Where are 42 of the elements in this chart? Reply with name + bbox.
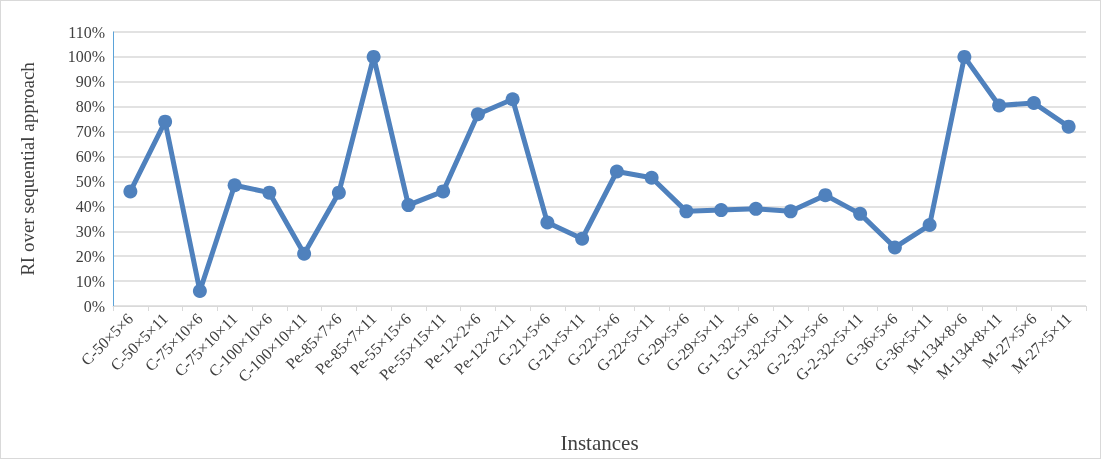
y-tick-label: 90% — [75, 73, 105, 91]
point — [783, 204, 798, 219]
point — [644, 170, 659, 185]
y-tick-label: 40% — [75, 197, 105, 215]
point — [401, 198, 416, 213]
y-tick-label: 70% — [75, 123, 105, 141]
point — [262, 185, 277, 200]
point — [575, 231, 590, 246]
point — [123, 184, 138, 199]
x-axis-title: Instances — [560, 430, 639, 455]
point — [1026, 95, 1041, 110]
point — [922, 218, 937, 233]
point — [992, 98, 1007, 113]
point — [158, 114, 173, 129]
point — [540, 215, 555, 230]
point — [887, 240, 902, 255]
point — [853, 206, 868, 221]
point — [679, 204, 694, 219]
y-tick-label: 60% — [75, 148, 105, 166]
point — [227, 178, 242, 193]
point — [192, 284, 207, 299]
point — [505, 92, 520, 107]
point — [714, 203, 729, 218]
point — [818, 188, 833, 203]
point — [331, 185, 346, 200]
point — [436, 184, 451, 199]
y-tick-label: 110% — [68, 23, 105, 41]
y-tick-label: 30% — [75, 222, 105, 240]
point — [609, 164, 624, 179]
point — [470, 107, 485, 122]
y-tick-label: 0% — [83, 297, 105, 315]
y-tick-label: 10% — [75, 272, 105, 290]
y-tick-label: 100% — [67, 48, 105, 66]
y-tick-label: 50% — [75, 172, 105, 190]
y-tick-label: 20% — [75, 247, 105, 265]
y-axis-title: RI over sequential approach — [17, 61, 38, 276]
point — [366, 49, 381, 64]
point — [957, 49, 972, 64]
y-tick-label: 80% — [75, 98, 105, 116]
point — [748, 201, 763, 216]
point — [1061, 119, 1076, 134]
point — [297, 246, 312, 261]
